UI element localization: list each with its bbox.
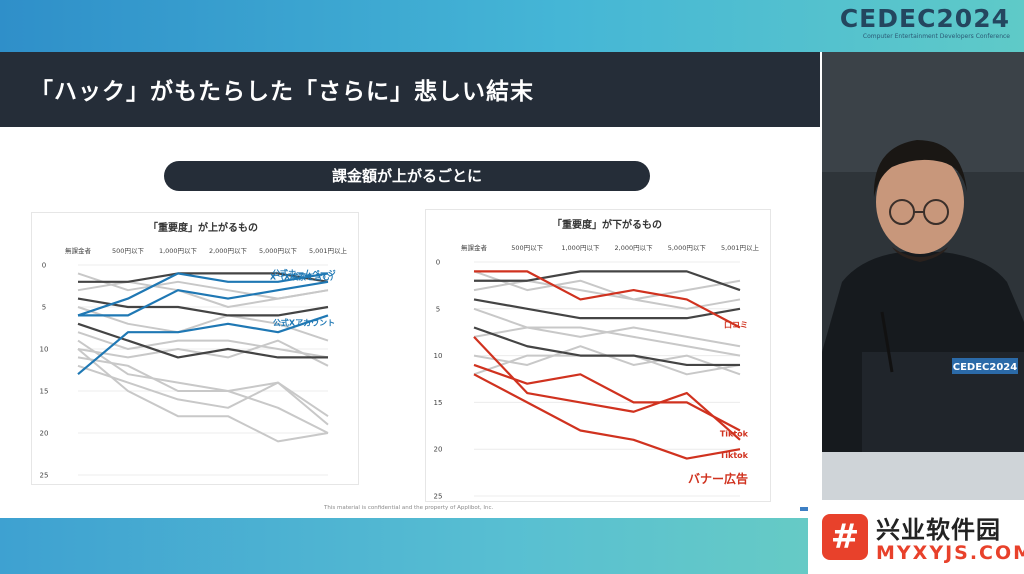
series-line-8 xyxy=(77,331,329,359)
series-label: X（X検索を含む） xyxy=(270,271,338,281)
category-label: 5,000円以下 xyxy=(668,244,707,252)
laptop-sticker-logo: CEDEC2024 xyxy=(953,362,1018,373)
category-label: 無課金者 xyxy=(461,243,488,252)
series-line-3 xyxy=(473,373,741,460)
series-label: バナー広告 xyxy=(688,471,748,486)
category-label: 500円以下 xyxy=(511,244,543,252)
slide-title: 「ハック」がもたらした「さらに」悲しい結末 xyxy=(30,79,534,105)
series-line-10 xyxy=(77,339,329,434)
series-line-1 xyxy=(77,272,329,317)
speaker-hair xyxy=(873,140,967,197)
series-label: 公式Xアカウント xyxy=(273,317,335,327)
y-tick-label: 10 xyxy=(40,346,49,354)
y-tick-label: 25 xyxy=(434,493,443,501)
cedec-logo-text: CEDEC2024 xyxy=(839,4,1010,33)
series-line-1 xyxy=(473,363,741,432)
y-tick-label: 0 xyxy=(42,262,46,270)
y-tick-label: 5 xyxy=(42,304,46,312)
speaker-camera-view: CEDEC2024 xyxy=(822,52,1024,500)
category-label: 無課金者 xyxy=(65,246,92,255)
series-label: Tiktok xyxy=(720,451,749,460)
series-line-7 xyxy=(473,270,741,301)
series-line-0 xyxy=(474,270,741,329)
category-label: 500円以下 xyxy=(112,247,144,255)
slide-page-marker xyxy=(800,507,808,511)
y-tick-label: 5 xyxy=(436,305,440,313)
watermark-hash-icon: # xyxy=(822,514,868,560)
series-line-7 xyxy=(77,280,329,308)
chart-title: 「重要度」が上がるもの xyxy=(148,221,258,234)
series-line-5 xyxy=(474,270,741,292)
series-line-0 xyxy=(78,280,329,317)
series-line-4 xyxy=(78,272,329,283)
chart-panel-right: 「重要度」が下がるもの無課金者 500円以下 1,000円以下 2,000円以下 5,0… xyxy=(425,209,771,502)
series-label: 口コミ xyxy=(724,321,748,330)
y-tick-label: 0 xyxy=(436,259,440,267)
podium xyxy=(822,452,1024,500)
slide-subtitle: 課金額が上がるごとに xyxy=(164,161,650,191)
slide-title-bar: 「ハック」がもたらした「さらに」悲しい結末 xyxy=(0,52,820,127)
cedec-logo-tagline: Computer Entertainment Developers Confer… xyxy=(862,33,1010,40)
chart-panel-left: 「重要度」が上がるもの無課金者 500円以下 1,000円以下 2,000円以下 5,0… xyxy=(31,212,359,485)
series-line-13 xyxy=(77,364,329,418)
series-label: Tiktok xyxy=(720,429,749,438)
category-label: 5,001円以上 xyxy=(309,246,348,255)
microphone xyxy=(880,311,894,373)
chart-title: 「重要度」が下がるもの xyxy=(552,218,662,231)
y-tick-label: 20 xyxy=(40,430,49,438)
category-label: 2,000円以下 xyxy=(209,247,248,255)
site-watermark: # 兴业软件园 MYXYJS.COM xyxy=(808,500,1024,574)
cedec-logo: CEDEC2024 Computer Entertainment Develop… xyxy=(839,4,1010,41)
y-tick-label: 20 xyxy=(434,446,443,454)
series-line-12 xyxy=(473,307,741,348)
series-label: 公式ホームページ xyxy=(272,268,336,278)
series-line-4 xyxy=(473,298,741,320)
confidentiality-footer: This material is confidential and the pr… xyxy=(324,505,494,511)
presentation-slide: 「ハック」がもたらした「さらに」悲しい結末 課金額が上がるごとに 「重要度」が上… xyxy=(0,52,820,522)
series-line-2 xyxy=(77,314,329,376)
y-tick-label: 15 xyxy=(40,388,49,396)
category-label: 5,000円以下 xyxy=(259,247,298,255)
watermark-site-name: 兴业软件园 xyxy=(876,516,1001,544)
series-line-2 xyxy=(473,336,741,441)
series-line-6 xyxy=(473,326,740,367)
series-line-14 xyxy=(77,306,329,342)
y-tick-label: 25 xyxy=(40,472,49,480)
y-tick-label: 15 xyxy=(434,399,443,407)
category-label: 2,000円以下 xyxy=(615,244,654,252)
y-tick-label: 10 xyxy=(434,352,443,360)
category-label: 5,001円以上 xyxy=(721,243,760,252)
category-label: 1,000円以下 xyxy=(159,247,198,255)
speaker-illustration: CEDEC2024 xyxy=(822,52,1024,500)
series-line-3 xyxy=(77,297,329,317)
category-label: 1,000円以下 xyxy=(561,244,600,252)
watermark-site-url: MYXYJS.COM xyxy=(876,542,1024,564)
series-line-11 xyxy=(77,356,329,426)
top-banner: CEDEC2024 Computer Entertainment Develop… xyxy=(0,0,1024,52)
speaker-face xyxy=(876,150,964,254)
series-line-12 xyxy=(77,348,329,443)
